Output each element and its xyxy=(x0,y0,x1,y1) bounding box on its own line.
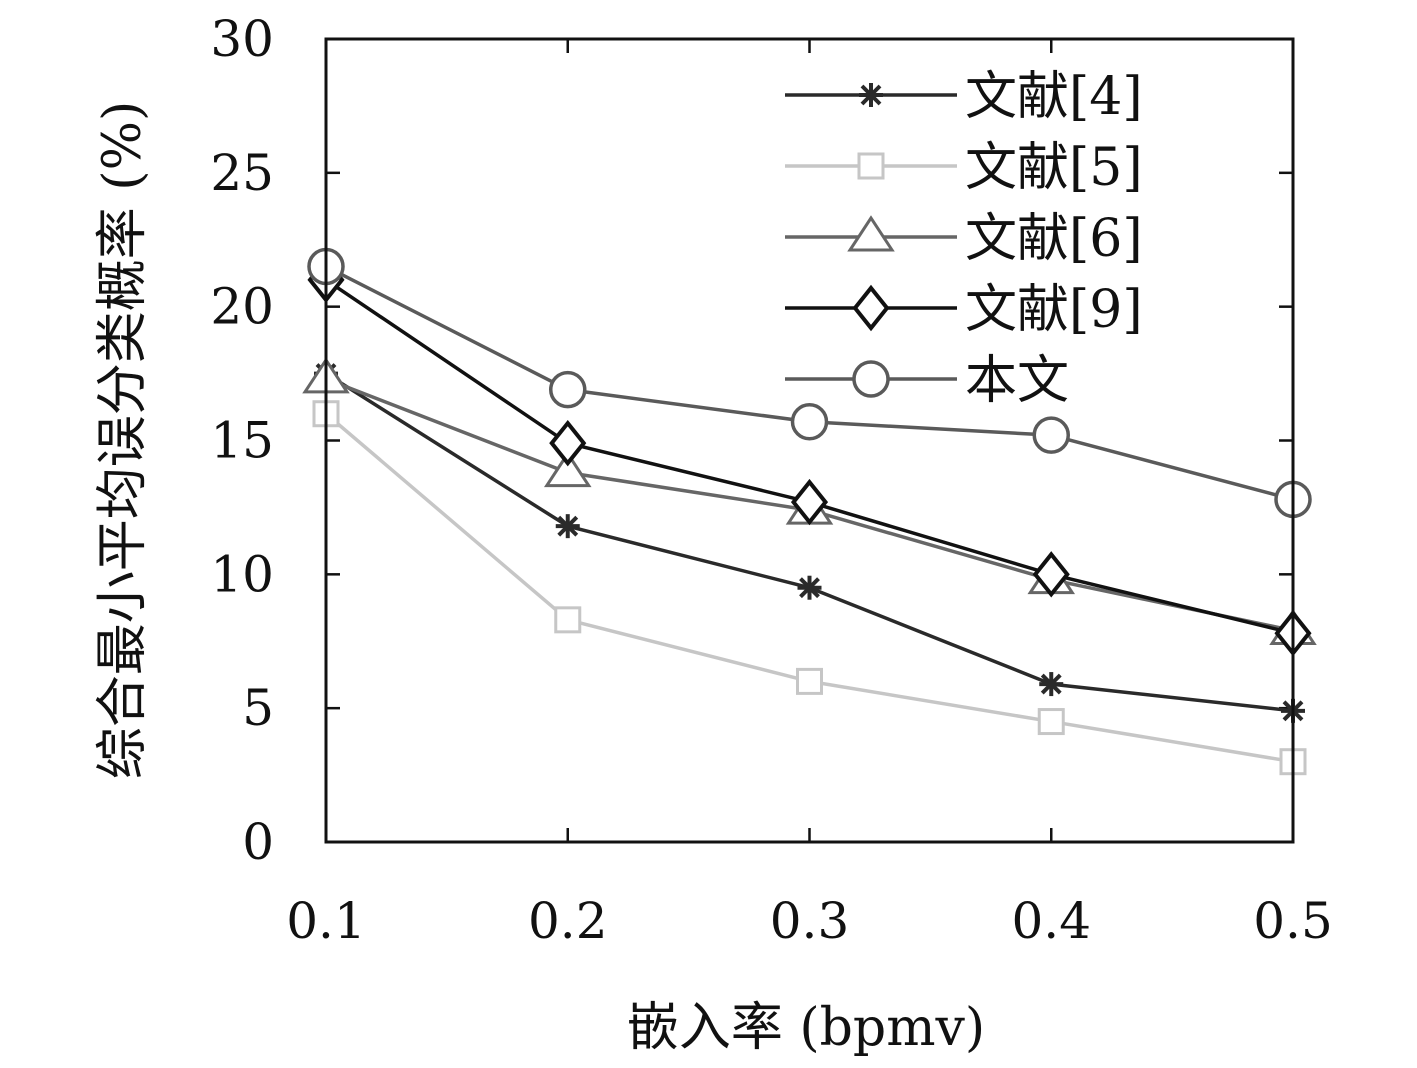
data-point-diamond xyxy=(1032,551,1070,598)
data-point-square xyxy=(1037,708,1065,736)
y-tick-label: 5 xyxy=(242,679,274,737)
x-tick-label: 0.2 xyxy=(528,892,608,950)
data-point-circle xyxy=(1032,416,1070,454)
x-axis-ticks: 0.1 0.2 0.3 0.4 0.5 xyxy=(286,39,1333,950)
plot-frame xyxy=(324,37,1295,844)
series-5 xyxy=(307,247,1312,519)
x-tick-label: 0.5 xyxy=(1253,892,1333,950)
data-point-diamond xyxy=(549,419,587,467)
y-axis-ticks: 0 5 10 15 20 25 30 xyxy=(210,10,1293,871)
legend-label: 文献[9] xyxy=(965,280,1143,340)
data-point-circle xyxy=(790,403,829,441)
legend-marker-triangle xyxy=(847,215,895,252)
x-axis-title: 嵌入率 (bpmv) xyxy=(627,998,985,1058)
legend-entry: 文献[5] xyxy=(785,138,1143,198)
data-point-asterisk xyxy=(1039,672,1064,697)
legend-marker-circle xyxy=(852,360,890,398)
y-tick-label: 25 xyxy=(210,144,274,202)
y-tick-label: 20 xyxy=(210,278,274,336)
legend-label: 本文 xyxy=(965,351,1069,411)
x-tick-label: 0.4 xyxy=(1011,892,1091,950)
data-point-asterisk xyxy=(797,575,822,600)
y-axis-title: 综合最小平均误分类概率 (%) xyxy=(93,101,153,780)
y-tick-label: 0 xyxy=(242,813,274,871)
legend-entry: 文献[6] xyxy=(785,209,1143,269)
legend-marker-diamond xyxy=(852,284,890,332)
legend-entry: 文献[9] xyxy=(785,280,1143,340)
legend-marker-asterisk xyxy=(859,83,883,107)
data-point-square xyxy=(554,606,582,634)
legend-entry: 文献[4] xyxy=(785,67,1143,127)
legend-label: 文献[5] xyxy=(965,138,1143,198)
data-point-circle xyxy=(549,370,587,409)
x-tick-label: 0.3 xyxy=(770,892,850,950)
data-point-square xyxy=(796,667,823,695)
series-layer xyxy=(302,247,1317,776)
data-point-triangle xyxy=(543,450,592,488)
y-tick-label: 30 xyxy=(210,10,274,68)
y-tick-label: 15 xyxy=(210,412,274,470)
x-tick-label: 0.1 xyxy=(286,892,366,950)
data-point-asterisk xyxy=(555,514,580,539)
legend-label: 文献[6] xyxy=(965,209,1143,269)
legend-entry: 本文 xyxy=(785,351,1069,411)
legend-marker-square xyxy=(857,152,885,180)
data-point-diamond xyxy=(790,478,829,526)
y-tick-label: 10 xyxy=(210,545,274,603)
legend: 文献[4] 文献[5] 文献[6] 文献[9] 本文 xyxy=(785,67,1143,411)
legend-label: 文献[4] xyxy=(965,67,1143,127)
